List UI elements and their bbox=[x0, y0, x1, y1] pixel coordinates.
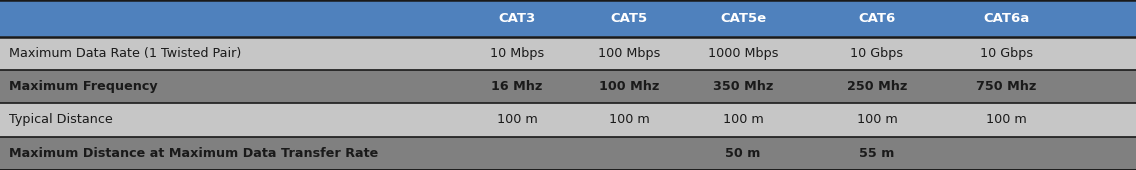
Bar bbox=[0, 37, 1136, 70]
Text: 100 m: 100 m bbox=[609, 113, 650, 126]
Bar bbox=[0, 103, 1136, 137]
Text: CAT5: CAT5 bbox=[611, 12, 648, 25]
Text: CAT6: CAT6 bbox=[859, 12, 895, 25]
Text: 750 Mhz: 750 Mhz bbox=[976, 80, 1037, 93]
Text: 250 Mhz: 250 Mhz bbox=[846, 80, 908, 93]
Text: Typical Distance: Typical Distance bbox=[9, 113, 112, 126]
Bar bbox=[0, 70, 1136, 103]
Text: CAT6a: CAT6a bbox=[984, 12, 1029, 25]
Text: 50 m: 50 m bbox=[725, 147, 761, 160]
Text: 100 m: 100 m bbox=[496, 113, 537, 126]
Text: 350 Mhz: 350 Mhz bbox=[712, 80, 774, 93]
Text: Maximum Frequency: Maximum Frequency bbox=[9, 80, 158, 93]
Text: 55 m: 55 m bbox=[859, 147, 895, 160]
Text: 100 Mhz: 100 Mhz bbox=[599, 80, 660, 93]
Text: 100 Mbps: 100 Mbps bbox=[599, 47, 660, 60]
Text: 100 m: 100 m bbox=[722, 113, 763, 126]
Text: Maximum Distance at Maximum Data Transfer Rate: Maximum Distance at Maximum Data Transfe… bbox=[9, 147, 378, 160]
Text: 10 Mbps: 10 Mbps bbox=[490, 47, 544, 60]
Bar bbox=[0, 0, 1136, 37]
Text: 1000 Mbps: 1000 Mbps bbox=[708, 47, 778, 60]
Text: CAT5e: CAT5e bbox=[720, 12, 766, 25]
Text: 10 Gbps: 10 Gbps bbox=[980, 47, 1033, 60]
Text: 16 Mhz: 16 Mhz bbox=[491, 80, 543, 93]
Text: 100 m: 100 m bbox=[986, 113, 1027, 126]
Bar bbox=[0, 137, 1136, 170]
Text: 100 m: 100 m bbox=[857, 113, 897, 126]
Text: 10 Gbps: 10 Gbps bbox=[851, 47, 903, 60]
Text: Maximum Data Rate (1 Twisted Pair): Maximum Data Rate (1 Twisted Pair) bbox=[9, 47, 241, 60]
Text: CAT3: CAT3 bbox=[499, 12, 535, 25]
